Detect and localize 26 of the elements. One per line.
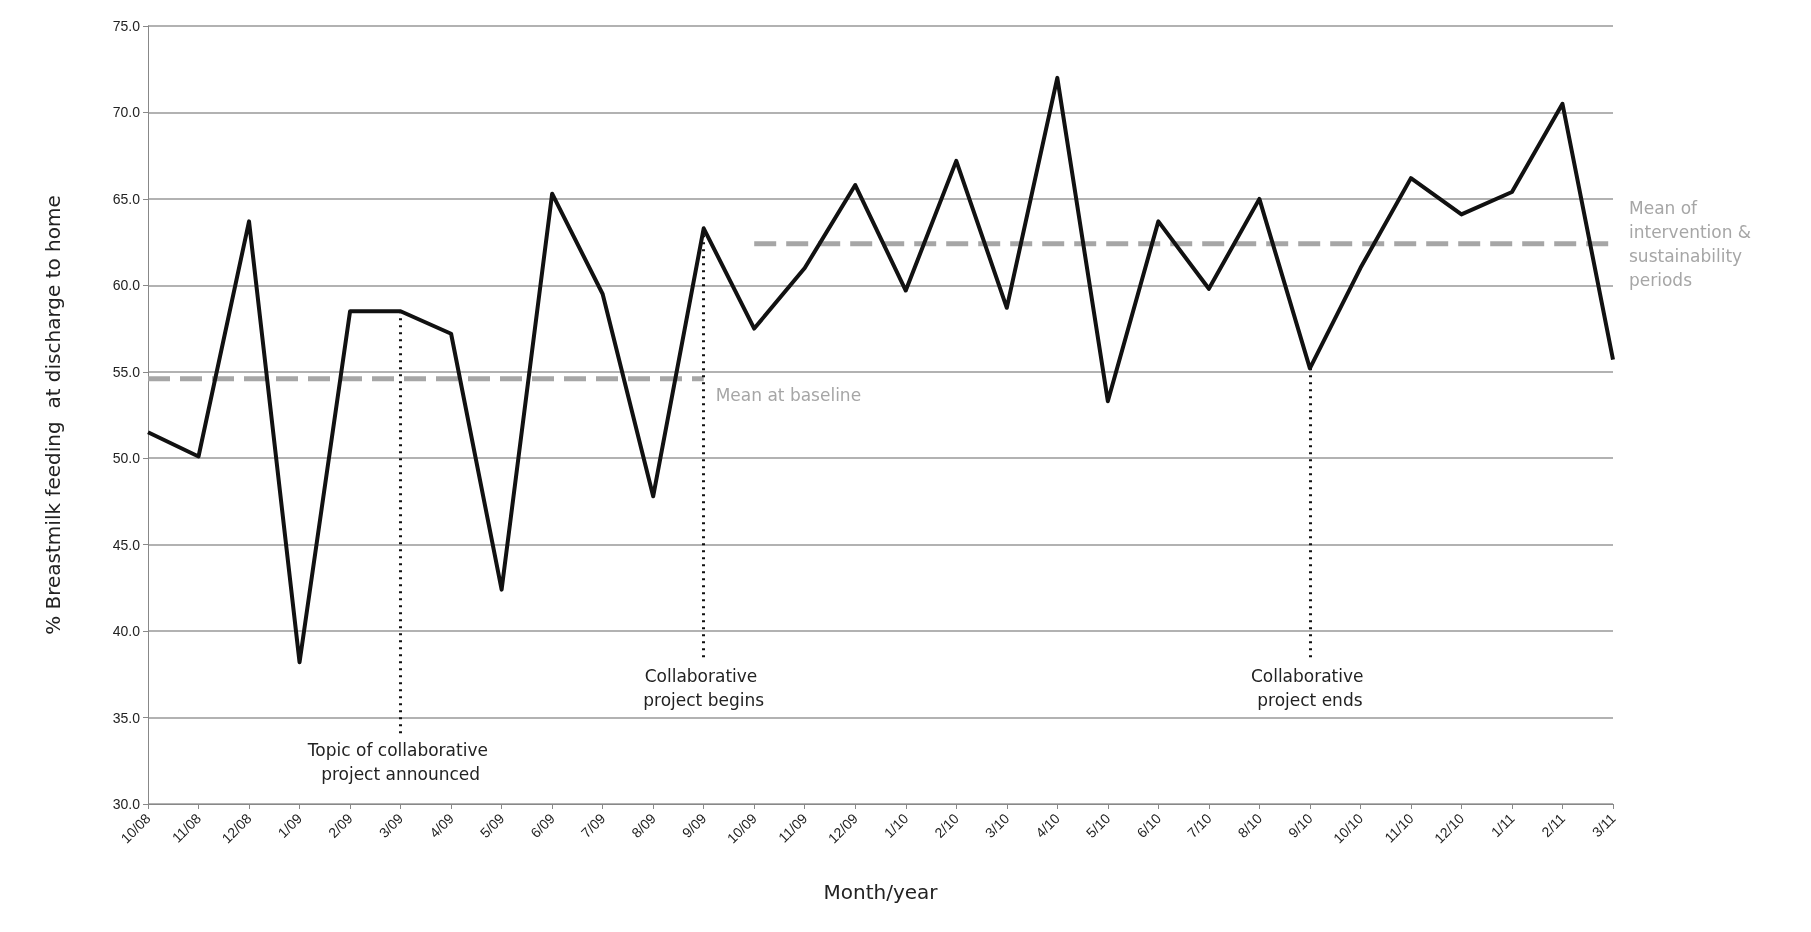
ref-line-label: Topic of collaborative project announced [306,740,494,784]
y-tick-label: 30.0 [112,796,141,812]
series-label: Mean at baseline [715,384,862,405]
ref-line-label: Collaborative project ends [1250,666,1369,710]
x-tick-label: 4/09 [426,810,457,841]
x-tick-label: 6/09 [527,810,558,841]
x-tick-label: 6/10 [1133,810,1165,841]
y-tick-label: 75.0 [112,18,141,34]
y-tick-label: 70.0 [112,104,141,121]
y-tick-label: 40.0 [112,623,141,640]
y-tick-label: 50.0 [112,450,141,467]
y-tick-label: 45.0 [112,536,141,553]
ref-line-label: Collaborative project begins [643,666,765,710]
x-tick-label: 1/11 [1487,810,1518,841]
x-tick-label: 2/11 [1538,810,1569,841]
y-tick-label: 65.0 [112,190,141,207]
y-axis-title: % Breastmilk feeding at discharge to home [41,195,65,635]
x-tick-label: 3/11 [1588,810,1619,841]
series-label: Mean of intervention & sustainability periods [1629,197,1757,290]
x-tick-label: 4/10 [1032,810,1064,841]
x-tick-label: 7/09 [577,810,609,841]
y-tick-label: 55.0 [112,363,141,380]
y-tick-label: 60.0 [112,277,141,294]
x-tick-label: 7/10 [1183,810,1215,841]
x-axis-title: Month/year [823,880,939,904]
y-tick-label: 35.0 [112,709,141,726]
